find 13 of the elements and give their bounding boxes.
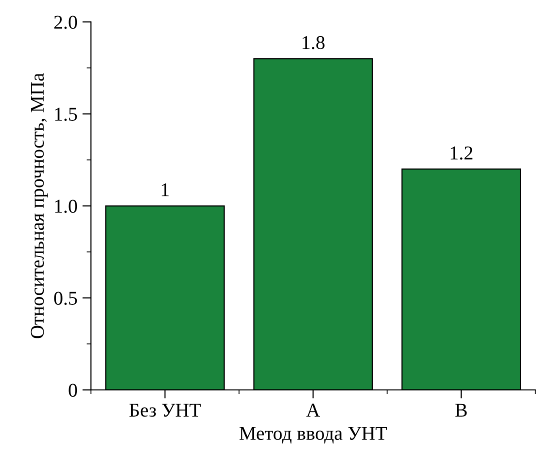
y-tick-label: 2.0 [54,16,77,29]
y-tick-label: 0.5 [54,292,77,305]
y-tick-label: 0 [68,384,77,397]
x-tick-label: A [306,404,320,417]
text: 1.8 [302,36,325,50]
x-axis-title: Метод ввода УНТ [240,427,387,444]
x-tick-label: Без УНТ [129,404,201,417]
y-axis-title: Относительная прочность, МПа [30,73,48,338]
text: 1 [162,183,169,196]
x-tick-label: B [455,404,467,417]
text: 1.2 [450,146,472,160]
y-tick-label: 1.5 [55,108,77,121]
y-tick-label: 1.0 [55,200,77,213]
